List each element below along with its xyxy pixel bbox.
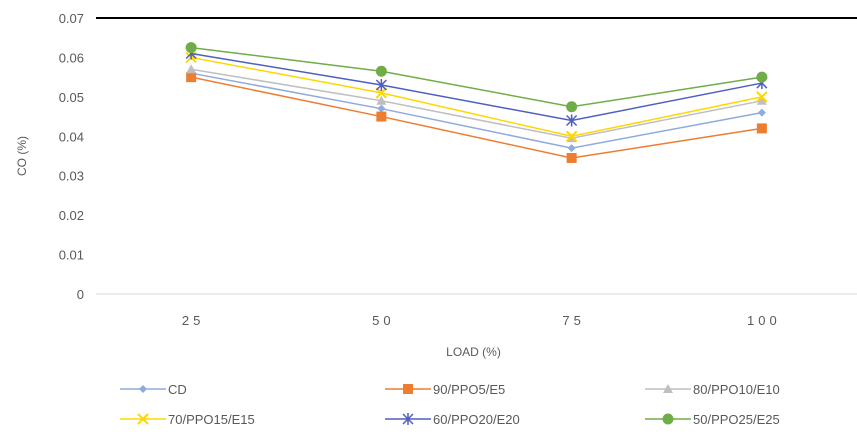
x-tick-label: 75 bbox=[562, 313, 584, 328]
legend-item: 90/PPO5/E5 bbox=[385, 382, 505, 397]
legend-item: 80/PPO10/E10 bbox=[645, 382, 780, 397]
legend-label: 80/PPO10/E10 bbox=[693, 382, 780, 397]
x-tick-label: 100 bbox=[747, 313, 781, 328]
series-4 bbox=[185, 47, 768, 127]
legend-marker bbox=[137, 413, 149, 425]
series-line bbox=[190, 56, 763, 138]
data-point bbox=[376, 95, 387, 105]
series-line bbox=[191, 68, 763, 140]
data-point bbox=[186, 72, 197, 83]
legend-marker bbox=[139, 385, 147, 393]
data-point bbox=[377, 104, 386, 113]
legend-label: 50/PPO25/E25 bbox=[693, 412, 780, 427]
data-point bbox=[566, 114, 578, 127]
y-tick-label: 0.05 bbox=[59, 90, 84, 105]
data-point bbox=[756, 123, 767, 134]
y-axis-title: CO (%) bbox=[15, 136, 29, 176]
series-2 bbox=[186, 64, 767, 143]
series-1 bbox=[186, 72, 767, 163]
data-point bbox=[756, 95, 767, 105]
legend-label: 90/PPO5/E5 bbox=[433, 382, 505, 397]
x-tick-label: 50 bbox=[372, 313, 394, 328]
legend-label: 70/PPO15/E15 bbox=[168, 412, 255, 427]
data-point bbox=[186, 64, 197, 74]
data-point bbox=[567, 144, 576, 153]
series-line bbox=[191, 52, 763, 122]
legend-item: 50/PPO25/E25 bbox=[645, 412, 780, 427]
legend-item: CD bbox=[120, 382, 187, 397]
data-point bbox=[375, 87, 388, 99]
y-tick-label: 0.01 bbox=[59, 248, 84, 263]
legend-label: CD bbox=[168, 382, 187, 397]
data-point bbox=[375, 79, 387, 92]
data-point bbox=[756, 71, 768, 83]
series-0 bbox=[187, 69, 766, 153]
y-axis-ticks: 0 0.01 0.02 0.03 0.04 0.05 0.06 0.07 bbox=[59, 11, 84, 302]
y-tick-label: 0.02 bbox=[59, 208, 84, 223]
data-point bbox=[566, 101, 578, 113]
series-line bbox=[190, 72, 763, 149]
x-axis-title: LOAD (%) bbox=[446, 345, 501, 359]
data-point bbox=[565, 130, 578, 142]
series-layer bbox=[185, 42, 768, 163]
y-tick-label: 0.03 bbox=[59, 169, 84, 184]
y-tick-label: 0.04 bbox=[59, 129, 84, 144]
y-tick-label: 0.07 bbox=[59, 11, 84, 26]
data-point bbox=[185, 42, 197, 54]
data-point bbox=[376, 111, 387, 122]
x-axis-ticks: 25 50 75 100 bbox=[182, 313, 781, 328]
y-tick-label: 0 bbox=[77, 287, 84, 302]
legend-marker bbox=[663, 384, 673, 393]
legend-label: 60/PPO20/E20 bbox=[433, 412, 520, 427]
series-line bbox=[191, 46, 762, 108]
legend-item: 70/PPO15/E15 bbox=[120, 412, 255, 427]
y-tick-label: 0.06 bbox=[59, 50, 84, 65]
data-point bbox=[375, 65, 387, 77]
data-point bbox=[756, 91, 768, 103]
legend-marker bbox=[402, 413, 414, 425]
data-point bbox=[757, 108, 766, 117]
legend-marker bbox=[403, 384, 413, 394]
legend-item: 60/PPO20/E20 bbox=[385, 412, 520, 427]
series-line bbox=[190, 76, 762, 159]
data-point bbox=[566, 152, 577, 163]
series-5 bbox=[185, 42, 768, 113]
x-tick-label: 25 bbox=[182, 313, 204, 328]
legend-marker bbox=[662, 413, 674, 425]
legend: CD 90/PPO5/E5 80/PPO10/E10 70/PPO15/E15 60/P… bbox=[120, 382, 780, 427]
